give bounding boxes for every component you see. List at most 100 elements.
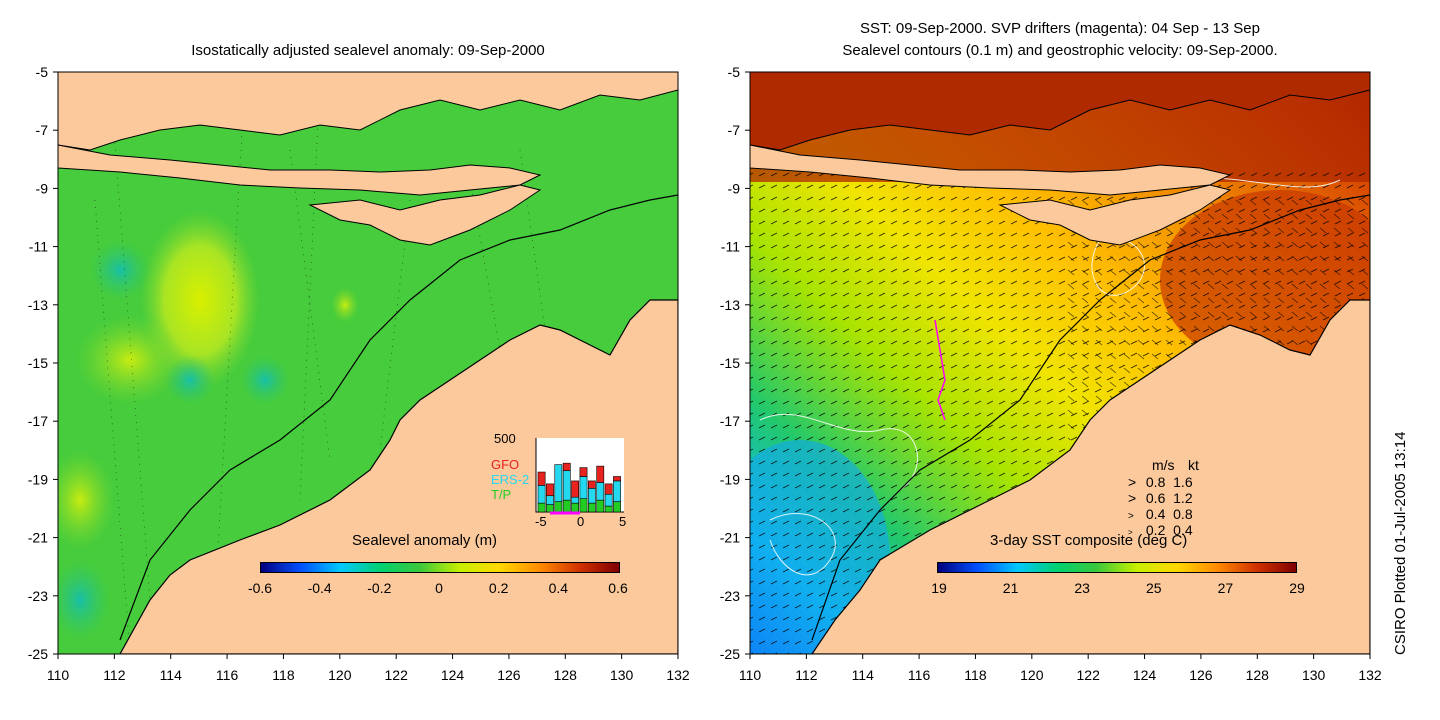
- left-lon-label: 120: [328, 667, 352, 683]
- left-colorbar: [260, 562, 620, 573]
- left-lat-label: -7: [36, 122, 49, 138]
- right-lon-label: 124: [1133, 667, 1157, 683]
- right-lat-label: -19: [720, 471, 740, 487]
- right-lon-label: 130: [1302, 667, 1326, 683]
- velocity-legend-row: > 0.4 0.8: [1128, 506, 1193, 522]
- right-lat-label: -21: [720, 530, 740, 546]
- inset-bar-gfo: [571, 480, 580, 498]
- colorbar-tick-label: 21: [1002, 580, 1019, 596]
- left-lat-label: -11: [29, 239, 48, 255]
- left-lon-label: 122: [385, 667, 409, 683]
- left-lon-label: 124: [441, 667, 465, 683]
- colorbar-tick-label: 0.6: [608, 580, 628, 596]
- inset-bar-tp: [562, 499, 571, 513]
- inset-legend-gfo: GFO: [491, 457, 520, 472]
- inset-xtick: 0: [577, 514, 585, 529]
- left-lat-label: -25: [28, 646, 48, 662]
- right-panel-title-line1: SST: 09-Sep-2000. SVP drifters (magenta)…: [860, 20, 1260, 37]
- left-lon-label: 114: [160, 667, 183, 683]
- velocity-ms-value: 0.8: [1145, 474, 1166, 490]
- left-lon-label: 126: [497, 667, 521, 683]
- inset-bar-ers: [579, 476, 588, 499]
- plot-credit: CSIRO Plotted 01-Jul-2005 13:14: [1392, 431, 1409, 655]
- inset-bar-tp: [613, 501, 621, 513]
- right-colorbar: [937, 562, 1297, 573]
- inset-legend-tp: T/P: [491, 487, 512, 502]
- right-lon-label: 116: [908, 667, 931, 683]
- right-lon-label: 128: [1246, 667, 1270, 683]
- velocity-arrow-icon: >: [1128, 528, 1133, 537]
- colorbar-tick-label: 0.2: [488, 580, 509, 596]
- left-lat-label: -9: [36, 180, 49, 196]
- colorbar-tick-label: 0.4: [548, 580, 569, 596]
- left-lon-label: 130: [610, 667, 634, 683]
- inset-bar-tp: [546, 504, 554, 513]
- velocity-kt-value: 0.4: [1173, 522, 1193, 538]
- velocity-legend-header-kt: kt: [1188, 457, 1199, 473]
- inset-bar-gfo: [587, 480, 596, 489]
- left-lon-label: 116: [216, 667, 239, 683]
- right-lon-label: 110: [739, 667, 762, 683]
- left-lat-label: -17: [28, 413, 48, 429]
- right-lon-label: 132: [1358, 667, 1382, 683]
- right-lat-label: -13: [720, 297, 740, 313]
- inset-xtick: -5: [535, 514, 547, 529]
- inset-bar-ers: [571, 496, 580, 504]
- inset-bar-tp: [537, 502, 546, 513]
- inset-xtick: 5: [619, 514, 627, 529]
- right-lon-label: 122: [1077, 667, 1101, 683]
- left-lat-label: -19: [28, 471, 48, 487]
- right-lat-label: -15: [720, 355, 740, 371]
- velocity-kt-value: 1.2: [1173, 490, 1193, 506]
- colorbar-tick-label: -0.6: [247, 580, 273, 596]
- right-lat-label: -23: [720, 588, 740, 604]
- velocity-legend-header-ms: m/s: [1152, 457, 1175, 473]
- inset-max-label: 500: [494, 431, 516, 446]
- inset-bar-gfo: [604, 483, 613, 495]
- right-lon-label: 114: [852, 667, 875, 683]
- velocity-kt-value: 0.8: [1173, 506, 1193, 522]
- velocity-arrow-icon: >: [1128, 511, 1134, 522]
- velocity-ms-value: 0.6: [1145, 490, 1166, 506]
- inset-bar-ers: [604, 493, 613, 507]
- left-lat-label: -21: [28, 530, 48, 546]
- inset-bar-gfo: [546, 483, 554, 497]
- inset-bar-ers: [554, 464, 563, 502]
- right-lat-label: -9: [728, 180, 741, 196]
- colorbar-tick-label: -0.2: [367, 580, 392, 596]
- inset-bar-gfo: [579, 467, 588, 477]
- right-lat-label: -5: [728, 64, 741, 80]
- velocity-arrow-icon: >: [1128, 490, 1137, 506]
- right-colorbar-label: 3-day SST composite (deg C): [990, 532, 1188, 549]
- left-lon-label: 118: [272, 667, 295, 683]
- inset-bar-tp: [596, 499, 605, 513]
- right-lat-label: -17: [720, 413, 740, 429]
- right-lon-label: 112: [795, 667, 818, 683]
- inset-bar-ers: [537, 485, 546, 504]
- right-lat-label: -11: [721, 239, 740, 255]
- inset-bar-ers: [562, 470, 571, 501]
- inset-bar-tp: [587, 502, 596, 513]
- left-lat-label: -13: [28, 297, 48, 313]
- colorbar-tick-label: 19: [931, 580, 947, 596]
- right-lon-label: 126: [1189, 667, 1213, 683]
- left-lon-label: 128: [554, 667, 578, 683]
- inset-bar-ers: [587, 488, 596, 504]
- left-lat-label: -15: [28, 355, 48, 371]
- colorbar-tick-label: 25: [1146, 580, 1162, 596]
- velocity-ms-value: 0.2: [1145, 522, 1166, 538]
- colorbar-tick-label: 29: [1289, 580, 1305, 596]
- colorbar-tick-label: 0: [435, 580, 443, 596]
- left-colorbar-label: Sealevel anomaly (m): [352, 532, 498, 549]
- inset-bar-tp: [604, 505, 613, 513]
- inset-bar-tp: [571, 502, 580, 513]
- inset-bar-gfo: [596, 465, 605, 483]
- velocity-legend-row: > 0.2 0.4: [1128, 522, 1193, 538]
- inset-bar-ers: [596, 482, 605, 501]
- inset-bar-ers: [613, 480, 621, 502]
- colorbar-tick-label: -0.4: [307, 580, 332, 596]
- colorbar-tick-label: 23: [1074, 580, 1090, 596]
- left-panel-title: Isostatically adjusted sealevel anomaly:…: [191, 42, 545, 59]
